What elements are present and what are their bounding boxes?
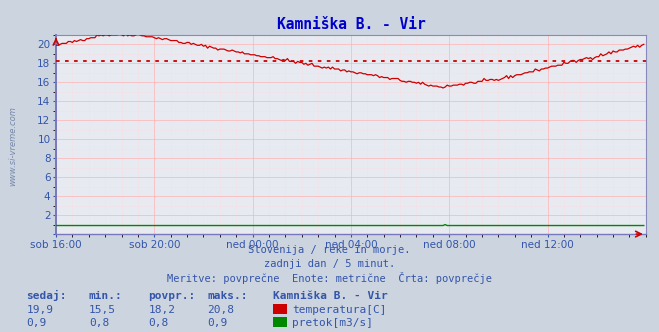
Text: zadnji dan / 5 minut.: zadnji dan / 5 minut. xyxy=(264,259,395,269)
Text: 19,9: 19,9 xyxy=(26,305,53,315)
Text: 18,2: 18,2 xyxy=(148,305,175,315)
Text: 0,8: 0,8 xyxy=(148,318,169,328)
Text: min.:: min.: xyxy=(89,291,123,301)
Text: 0,8: 0,8 xyxy=(89,318,109,328)
Text: www.si-vreme.com: www.si-vreme.com xyxy=(8,106,17,186)
Text: temperatura[C]: temperatura[C] xyxy=(292,305,386,315)
Text: Meritve: povprečne  Enote: metrične  Črta: povprečje: Meritve: povprečne Enote: metrične Črta:… xyxy=(167,272,492,284)
Title: Kamniška B. - Vir: Kamniška B. - Vir xyxy=(277,17,425,32)
Text: 0,9: 0,9 xyxy=(26,318,47,328)
Text: Kamniška B. - Vir: Kamniška B. - Vir xyxy=(273,291,388,301)
Text: 15,5: 15,5 xyxy=(89,305,116,315)
Text: povpr.:: povpr.: xyxy=(148,291,196,301)
Text: Slovenija / reke in morje.: Slovenija / reke in morje. xyxy=(248,245,411,255)
Text: 0,9: 0,9 xyxy=(208,318,228,328)
Text: pretok[m3/s]: pretok[m3/s] xyxy=(292,318,373,328)
Text: 20,8: 20,8 xyxy=(208,305,235,315)
Text: maks.:: maks.: xyxy=(208,291,248,301)
Text: sedaj:: sedaj: xyxy=(26,290,67,301)
